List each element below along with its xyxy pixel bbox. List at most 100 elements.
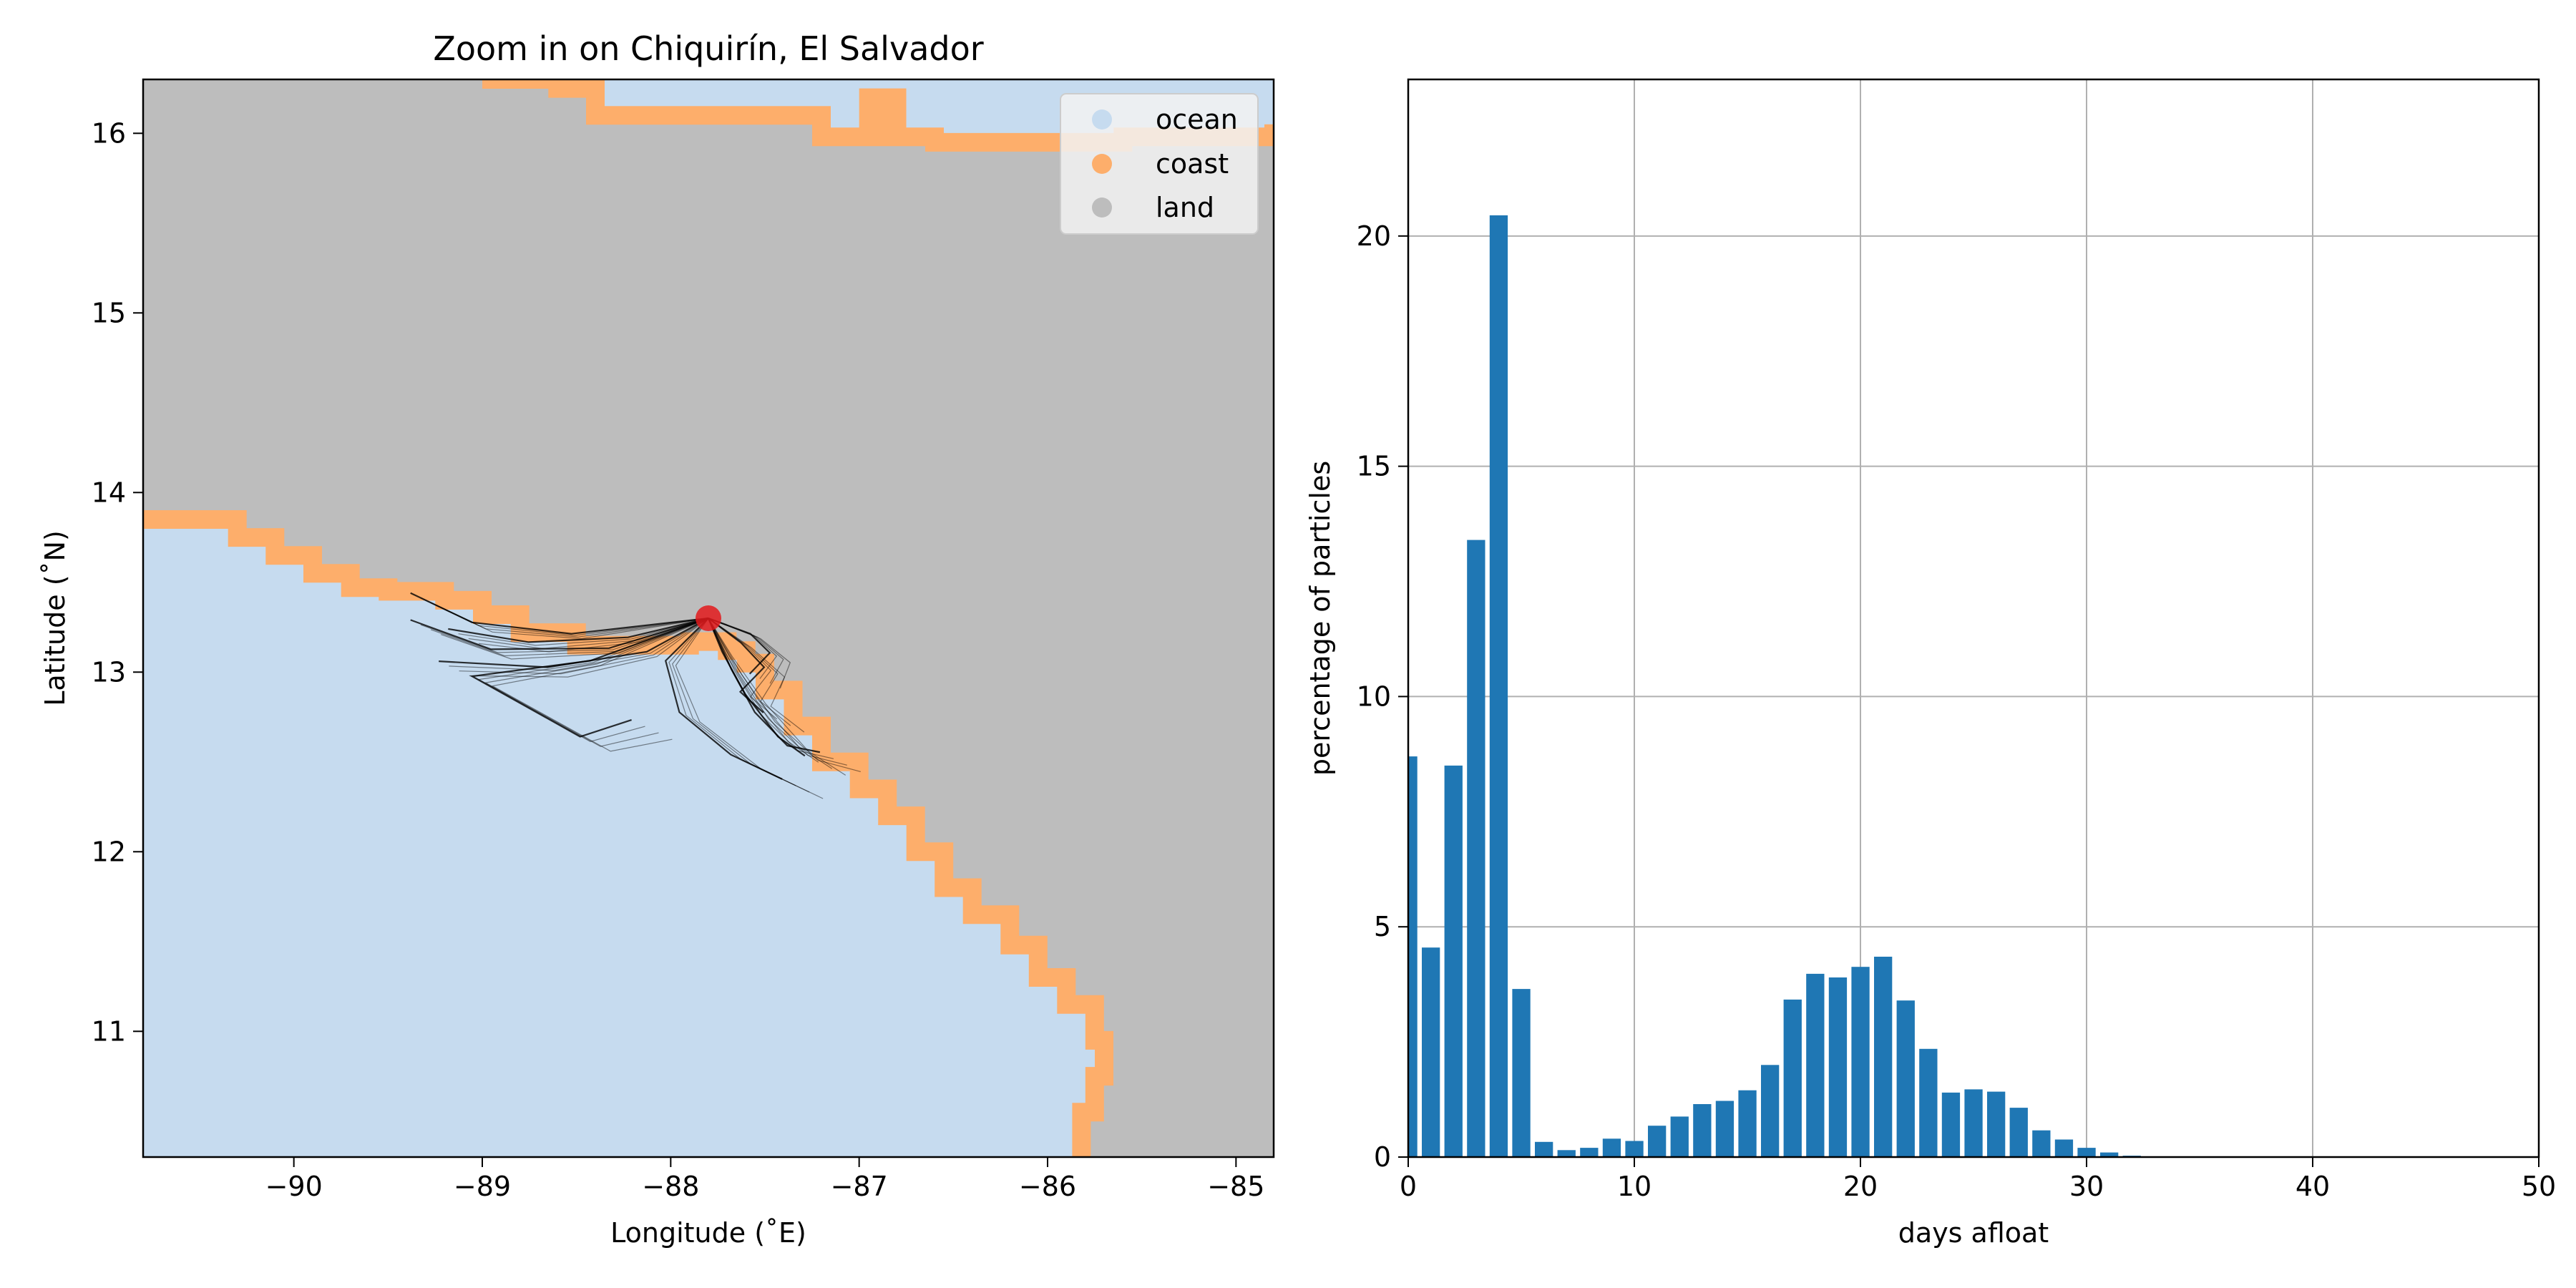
coast-island: [859, 88, 907, 137]
histogram-bar: [2032, 1130, 2051, 1157]
particle-track: [410, 617, 709, 650]
map-x-tick-label: −89: [454, 1171, 511, 1202]
histogram-bar: [1535, 1141, 1553, 1157]
particle-track: [708, 618, 861, 772]
map-x-tick-label: −88: [642, 1171, 699, 1202]
histogram-y-tick-label: 0: [1374, 1141, 1391, 1173]
particle-track: [491, 618, 709, 752]
particle-track: [477, 618, 709, 742]
histogram-bar: [1625, 1141, 1644, 1157]
histogram-bar: [1444, 765, 1463, 1157]
histogram-bars: [1408, 215, 2526, 1157]
particle-track: [458, 618, 709, 646]
histogram-bar: [1602, 1138, 1621, 1157]
map-frame: [142, 78, 1275, 1158]
ocean-area-south: [143, 519, 1104, 1157]
histogram-y-axis-label: percentage of particles: [1304, 461, 1336, 776]
histogram-bar: [1783, 999, 1802, 1157]
coastline-south: [143, 510, 1113, 1157]
histogram-x-tick-label: 10: [1617, 1171, 1652, 1202]
legend-box: [1060, 93, 1259, 235]
particle-track: [708, 618, 791, 689]
histogram-x-tick-label: 30: [2069, 1171, 2104, 1202]
map-title: Zoom in on Chiquirín, El Salvador: [433, 29, 983, 68]
histogram-y-tick-label: 5: [1374, 911, 1391, 942]
histogram-bar: [1512, 989, 1531, 1157]
particle-track: [708, 618, 766, 713]
particle-track: [708, 618, 791, 726]
legend-ocean-marker: [1092, 109, 1112, 130]
particle-tracks: [410, 592, 861, 799]
map-legend: ocean coast land: [1060, 93, 1259, 235]
particle-track: [708, 617, 771, 675]
histogram-bar: [1467, 540, 1485, 1157]
particle-track: [469, 617, 709, 738]
histogram-bar: [1580, 1148, 1599, 1157]
particle-track: [672, 618, 810, 793]
histogram-bar: [1851, 967, 1870, 1157]
histogram-bar: [1941, 1092, 1961, 1157]
histogram-bar: [1919, 1048, 1938, 1157]
map-y-axis-label: Latitude (˚N): [39, 530, 71, 706]
particle-track: [708, 618, 778, 720]
histogram-bar: [1648, 1126, 1667, 1157]
particle-track: [708, 618, 805, 733]
particle-track: [459, 618, 709, 675]
histogram-bar: [1964, 1089, 1983, 1157]
legend-land-label: land: [1156, 192, 1214, 223]
histogram-bar: [1408, 756, 1418, 1157]
particle-track: [449, 618, 709, 671]
histogram-y-tick-label: 20: [1357, 220, 1391, 252]
histogram-x-tick-label: 0: [1400, 1171, 1417, 1202]
map-x-tick-label: −90: [265, 1171, 323, 1202]
map-x-axis: −90 −89 −88 −87 −86 −85: [265, 1157, 1264, 1202]
map-y-tick-label: 13: [92, 656, 126, 688]
release-point-marker: [696, 605, 721, 631]
map-y-tick-label: 16: [92, 117, 126, 149]
map-x-tick-label: −87: [831, 1171, 888, 1202]
particle-track: [708, 618, 847, 766]
histogram-bar: [1828, 977, 1848, 1157]
particle-track: [441, 618, 709, 660]
histogram-bar: [1422, 947, 1440, 1157]
particle-track: [448, 617, 709, 643]
particle-track: [410, 592, 709, 635]
map-y-tick-label: 11: [92, 1015, 126, 1047]
histogram-bar: [1806, 973, 1825, 1157]
histogram-bar: [1557, 1150, 1576, 1157]
map-y-axis: 11 12 13 14 15 16: [92, 117, 143, 1047]
particle-track: [664, 618, 783, 780]
particle-track: [708, 618, 847, 776]
histogram-bar: [1693, 1104, 1712, 1157]
particle-track: [708, 618, 784, 684]
histogram-bar: [2054, 1139, 2074, 1157]
map-x-tick-label: −86: [1019, 1171, 1076, 1202]
histogram-bar: [2100, 1152, 2119, 1157]
map-y-tick-label: 12: [92, 836, 126, 867]
particle-track: [439, 618, 709, 668]
histogram-grid: [1407, 79, 2540, 1158]
histogram-y-tick-label: 15: [1357, 451, 1391, 482]
histogram-x-tick-label: 20: [1843, 1171, 1878, 1202]
particle-track: [708, 618, 834, 759]
particle-track: [420, 597, 709, 636]
legend-ocean-label: ocean: [1156, 104, 1238, 135]
particle-track: [441, 607, 709, 640]
particle-track: [469, 618, 709, 678]
particle-track: [430, 602, 709, 638]
histogram-bar: [2009, 1108, 2028, 1157]
histogram-panel: 0 10 20 30 40 50 0 5 10 15 20 days afloat percent…: [1304, 78, 2556, 1249]
histogram-y-tick-label: 10: [1357, 680, 1391, 712]
histogram-x-axis: 0 10 20 30 40 50: [1400, 1157, 2556, 1202]
histogram-bar: [2077, 1148, 2096, 1157]
histogram-x-tick-label: 50: [2522, 1171, 2556, 1202]
histogram-bar: [1896, 1000, 1915, 1157]
particle-track: [668, 618, 796, 786]
histogram-bar: [1738, 1090, 1757, 1157]
particle-track: [675, 618, 824, 799]
histogram-bar: [1489, 215, 1508, 1157]
particle-track: [708, 618, 833, 769]
histogram-y-axis: 0 5 10 15 20: [1357, 220, 1408, 1173]
histogram-x-tick-label: 40: [2296, 1171, 2330, 1202]
